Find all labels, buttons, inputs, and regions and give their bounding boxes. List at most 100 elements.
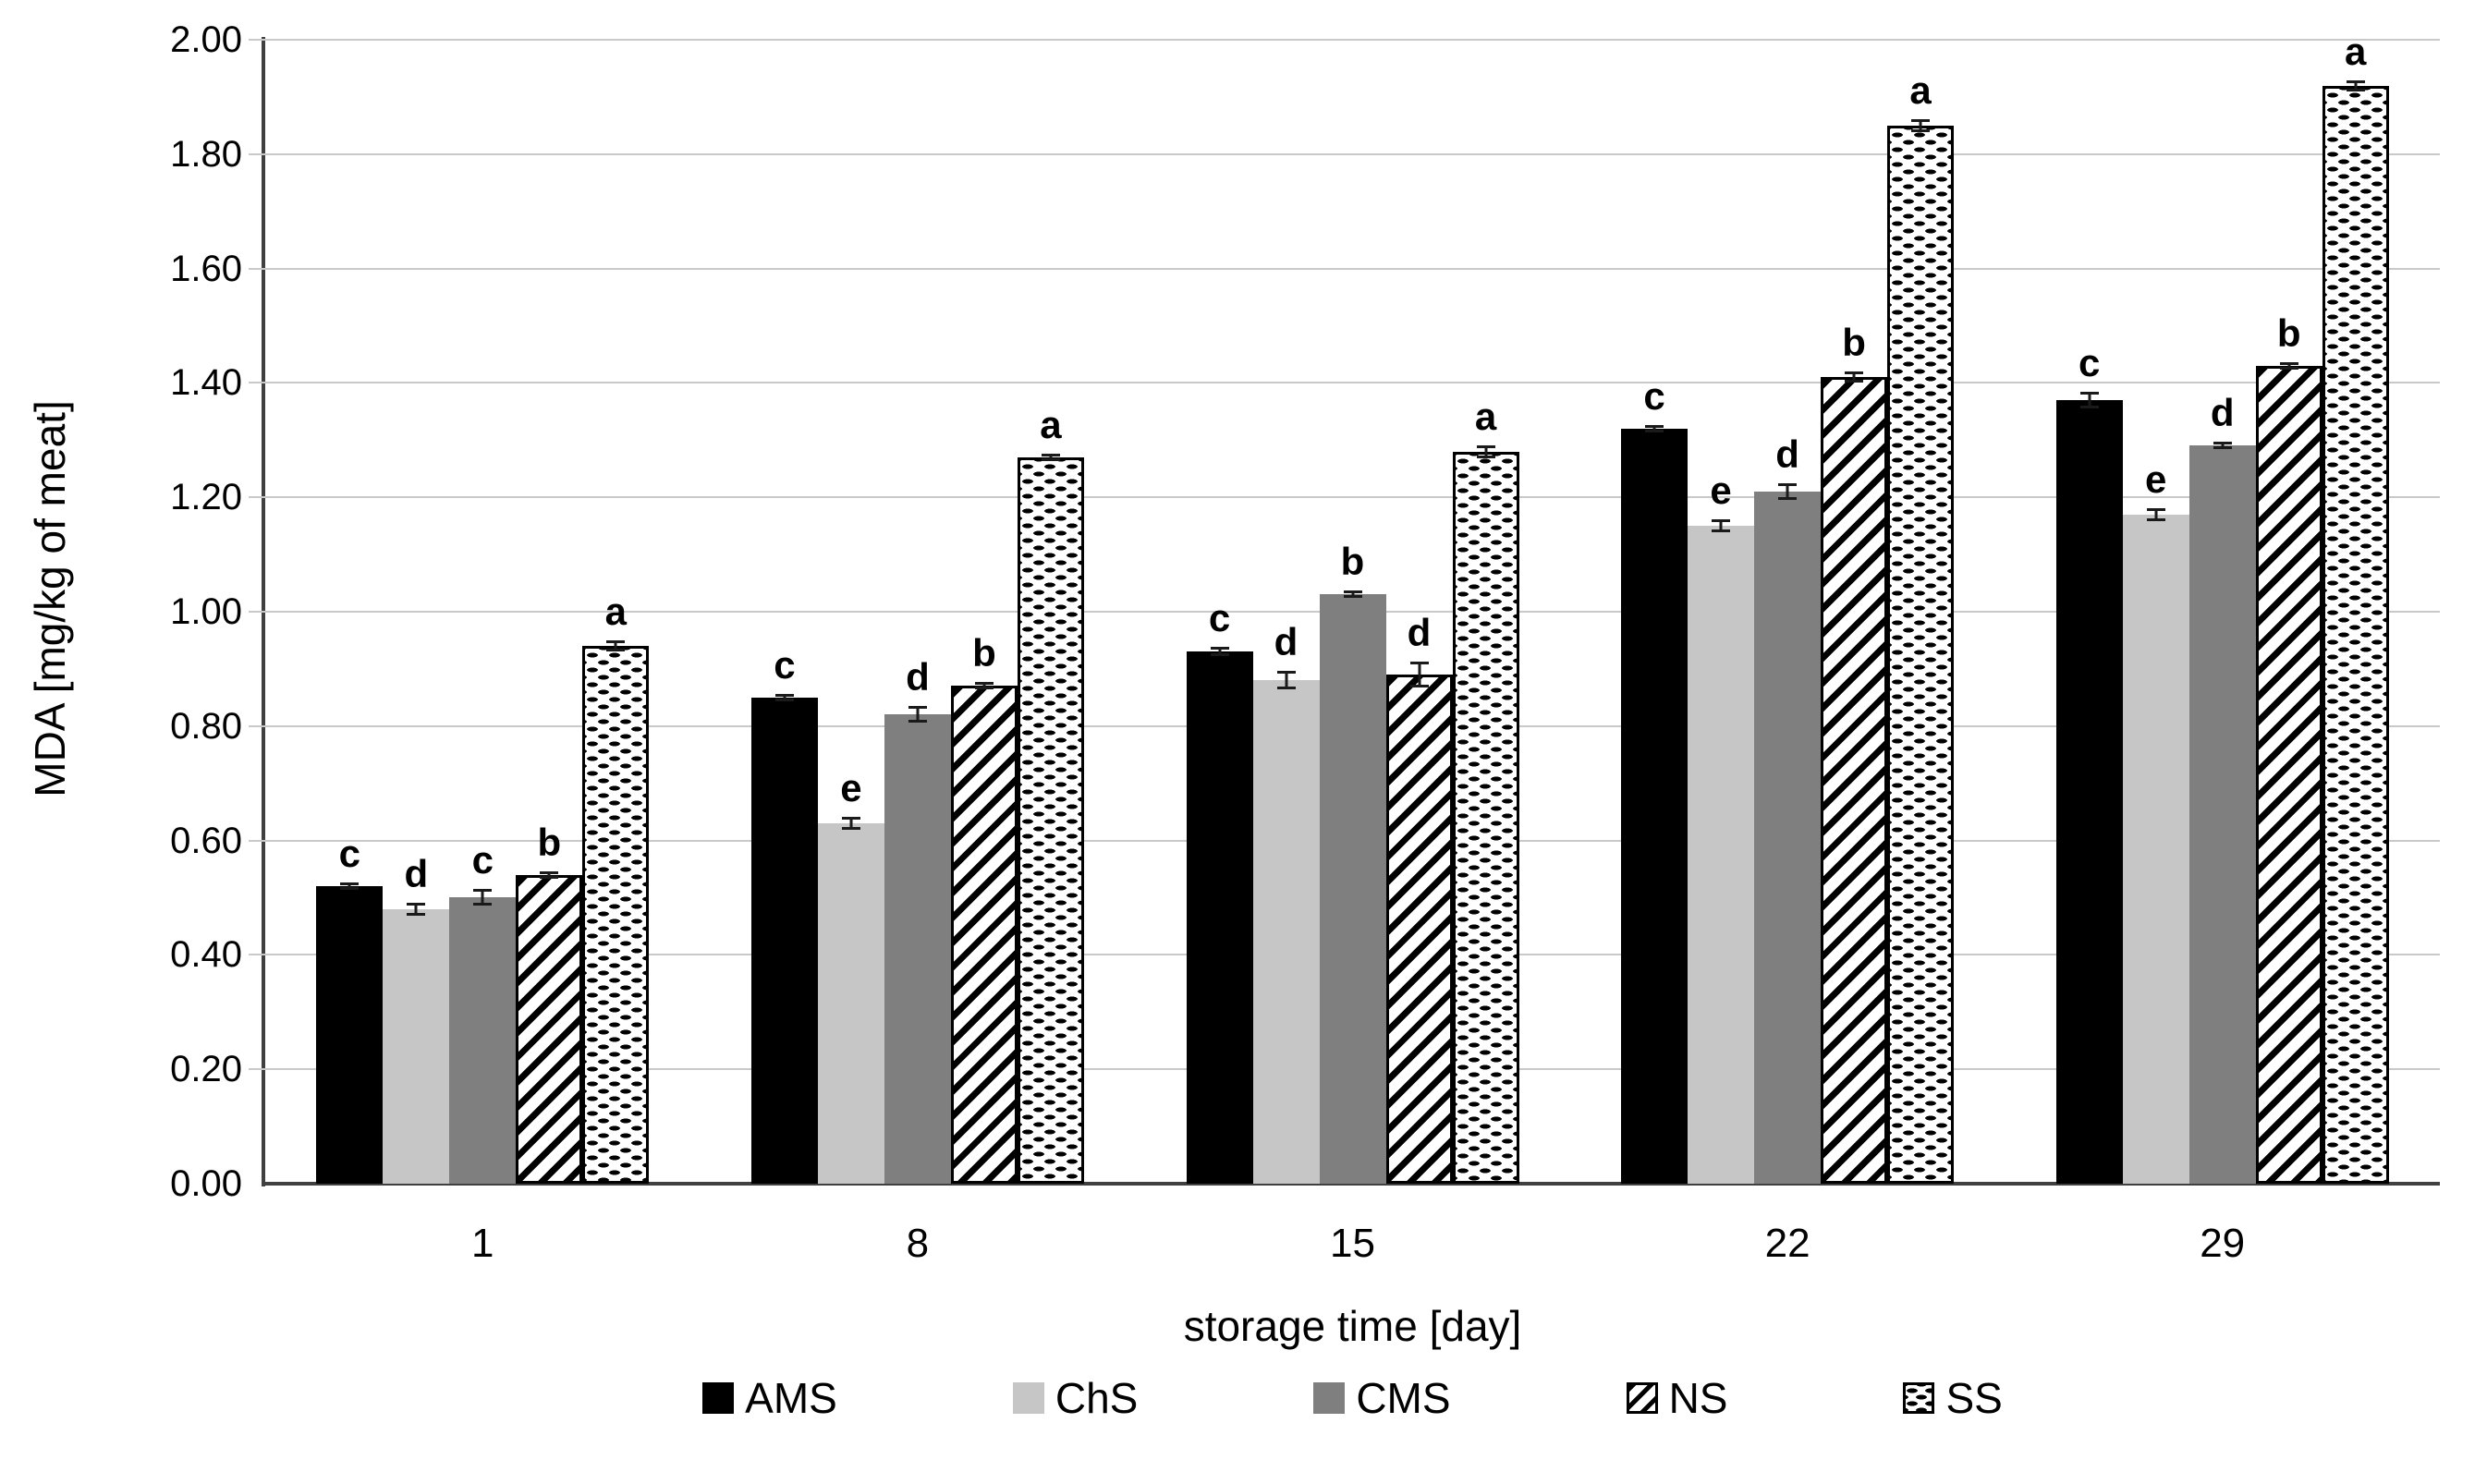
error-bar-cap-bottom [606, 649, 626, 651]
y-axis-tick-label: 1.80 [170, 133, 242, 175]
error-bar-cap-bottom [1343, 595, 1362, 598]
bar-cell-cms-day-1: c [449, 40, 517, 1184]
bar-cell-ns-day-15: d [1385, 40, 1453, 1184]
bar-ams-day-8 [750, 698, 818, 1184]
bar-cell-chs-day-29: e [2122, 40, 2189, 1184]
error-bar-line [1852, 371, 1856, 383]
error-bar-line [1351, 590, 1354, 598]
error-bar [540, 871, 559, 879]
error-bar-line [1719, 519, 1723, 532]
error-bar-line [1285, 671, 1287, 689]
y-axis-title: MDA [mg/kg of meat] [26, 400, 74, 797]
significance-letter: d [404, 852, 429, 895]
significance-letter: c [471, 838, 494, 882]
bar-cell-ams-day-22: c [1621, 40, 1688, 1184]
error-bar-cap-bottom [340, 887, 360, 890]
y-axis-tick-label: 0.60 [170, 820, 242, 861]
error-bar-cap-bottom [2079, 406, 2099, 408]
error-bar-cap-top [540, 871, 559, 874]
legend-swatch-ams [702, 1382, 735, 1414]
significance-letter: b [1842, 321, 1866, 364]
gridline [265, 267, 2440, 270]
legend-label-cms: CMS [1356, 1374, 1451, 1422]
error-bar-cap-top [2279, 362, 2298, 365]
error-bar-cap-bottom [1645, 430, 1664, 432]
error-bar-cap-bottom [1476, 456, 1495, 458]
error-bar-cap-bottom [974, 687, 994, 689]
bar-cell-cms-day-29: d [2188, 40, 2256, 1184]
error-bar [1645, 425, 1664, 432]
error-bar-line [2154, 508, 2158, 521]
significance-letter: e [1710, 468, 1732, 512]
bar-cell-ams-day-29: c [2055, 40, 2123, 1184]
significance-letter: a [2345, 30, 2367, 73]
error-bar [1409, 662, 1429, 687]
error-bar-cap-top [473, 889, 493, 892]
error-bar-cap-bottom [908, 720, 927, 723]
y-axis-tick-mark [249, 496, 265, 499]
error-bar-cap-top [2146, 508, 2165, 511]
significance-letter: b [1340, 540, 1365, 583]
bar-ams-day-1 [316, 886, 384, 1184]
bar-cms-day-22 [1754, 492, 1822, 1184]
error-bar [340, 882, 360, 890]
error-bar-cap-bottom [1911, 129, 1931, 132]
error-bar-cap-bottom [1041, 458, 1060, 461]
bar-ams-day-29 [2055, 400, 2123, 1184]
legend-item-ams: AMS [702, 1375, 837, 1421]
bar-ss-day-29 [2322, 86, 2389, 1184]
legend-label-ns: NS [1668, 1374, 1728, 1422]
significance-letter: c [1208, 596, 1231, 639]
y-axis-tick-mark [249, 611, 265, 613]
bar-cell-chs-day-15: d [1252, 40, 1320, 1184]
error-bar [2346, 80, 2365, 91]
bar-cell-ams-day-1: c [316, 40, 384, 1184]
error-bar-line [547, 871, 551, 879]
error-bar-line [347, 882, 351, 890]
error-bar-line [2221, 442, 2225, 449]
y-axis-tick-label: 0.00 [170, 1163, 242, 1204]
error-bar-cap-bottom [473, 903, 493, 906]
significance-letter: c [774, 643, 796, 687]
legend-swatch-ns [1626, 1382, 1658, 1414]
bar-cell-ss-day-29: a [2322, 32, 2389, 1184]
significance-letter: d [1274, 620, 1298, 663]
bar-chs-day-8 [817, 823, 884, 1184]
error-bar [1778, 483, 1798, 500]
error-bar-line [414, 903, 418, 916]
legend-item-cms: CMS [1313, 1374, 1451, 1422]
legend-swatch-chs [1012, 1382, 1044, 1414]
bar-ss-day-1 [582, 646, 650, 1184]
bar-chs-day-22 [1688, 526, 1755, 1184]
y-axis-tick-label: 1.20 [170, 477, 242, 518]
legend-label-ss: SS [1945, 1374, 2003, 1422]
error-bar-cap-bottom [540, 876, 559, 879]
bar-cell-ams-day-8: c [750, 40, 818, 1184]
x-axis-tick-label: 1 [471, 1221, 494, 1266]
error-bar [1210, 647, 1229, 656]
error-bar-line [2287, 362, 2291, 370]
significance-letter: d [906, 655, 930, 699]
bar-cell-ss-day-15: a [1452, 40, 1519, 1184]
error-bar [1343, 590, 1362, 598]
significance-letter: e [2145, 457, 2167, 501]
bar-ams-day-15 [1186, 651, 1253, 1184]
y-axis-tick-mark [249, 1068, 265, 1071]
bar-ams-day-22 [1621, 429, 1688, 1184]
error-bar [974, 682, 994, 689]
error-bar-cap-top [1645, 425, 1664, 428]
significance-letter: b [2276, 311, 2301, 355]
error-bar-line [1919, 119, 1922, 132]
bar-cell-ss-day-1: a [582, 40, 650, 1184]
error-bar [2279, 362, 2298, 370]
bar-cell-chs-day-1: d [383, 40, 450, 1184]
bar-ns-day-1 [516, 875, 583, 1184]
x-axis-tick-label: 8 [906, 1221, 930, 1266]
bar-cms-day-15 [1319, 594, 1386, 1184]
bar-ns-day-8 [950, 686, 1018, 1184]
bar-cell-cms-day-8: d [884, 40, 951, 1184]
